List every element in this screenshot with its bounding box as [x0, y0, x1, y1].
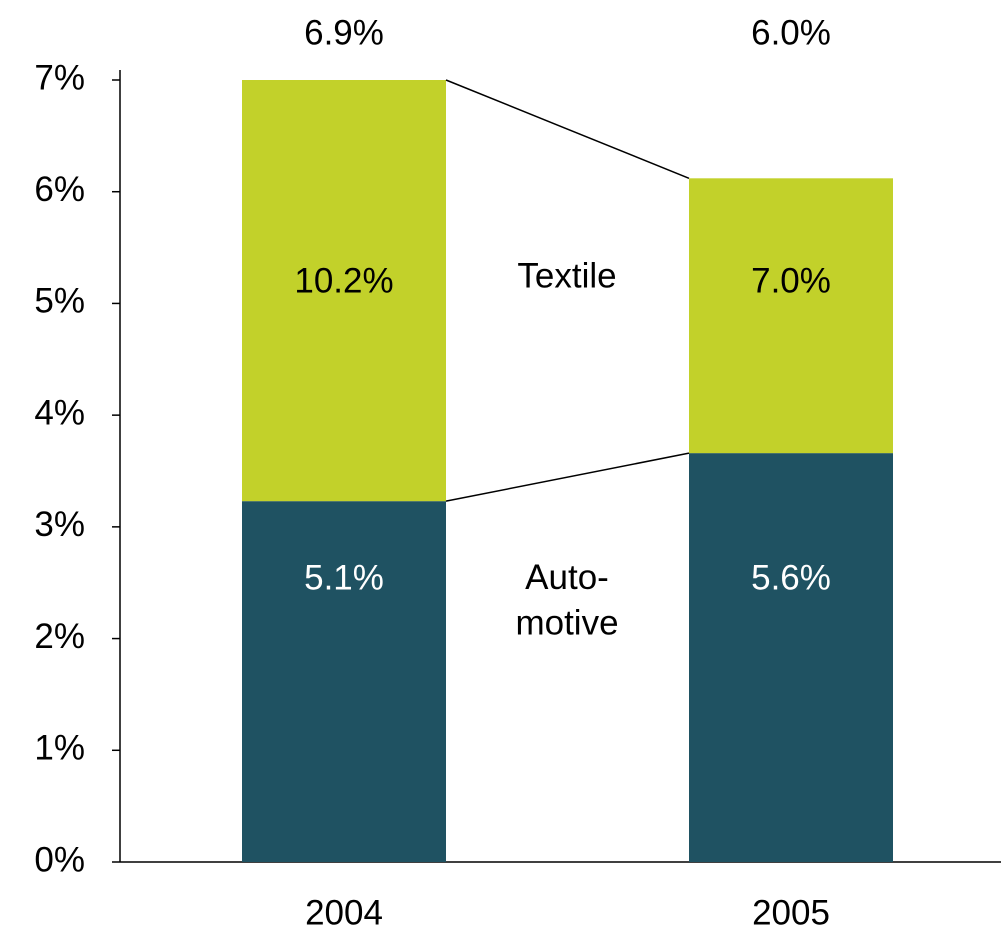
y-tick-label: 1% — [34, 729, 85, 768]
segment-label: 5.6% — [751, 558, 831, 597]
connector — [445, 452, 690, 502]
y-tick-label: 3% — [34, 505, 85, 544]
y-tick-label: 4% — [34, 393, 85, 432]
segment-label: 10.2% — [294, 261, 393, 300]
bar-segment — [689, 178, 893, 454]
series-label: Textile — [517, 256, 616, 295]
bar-segment — [689, 453, 893, 862]
segment-label: 5.1% — [304, 558, 384, 597]
x-tick-label: 2005 — [752, 893, 830, 932]
connector — [445, 79, 690, 180]
x-tick-label: 2004 — [305, 893, 383, 932]
total-label: 6.0% — [751, 13, 831, 52]
segment-label: 7.0% — [751, 261, 831, 300]
bar-segment — [242, 501, 446, 862]
series-label: Auto-motive — [515, 558, 618, 643]
y-tick-label: 6% — [34, 170, 85, 209]
y-tick-label: 0% — [34, 840, 85, 879]
bar-segment — [242, 80, 446, 502]
total-label: 6.9% — [304, 13, 384, 52]
y-tick-label: 5% — [34, 282, 85, 321]
y-tick-label: 2% — [34, 617, 85, 656]
y-tick-label: 7% — [34, 58, 85, 97]
